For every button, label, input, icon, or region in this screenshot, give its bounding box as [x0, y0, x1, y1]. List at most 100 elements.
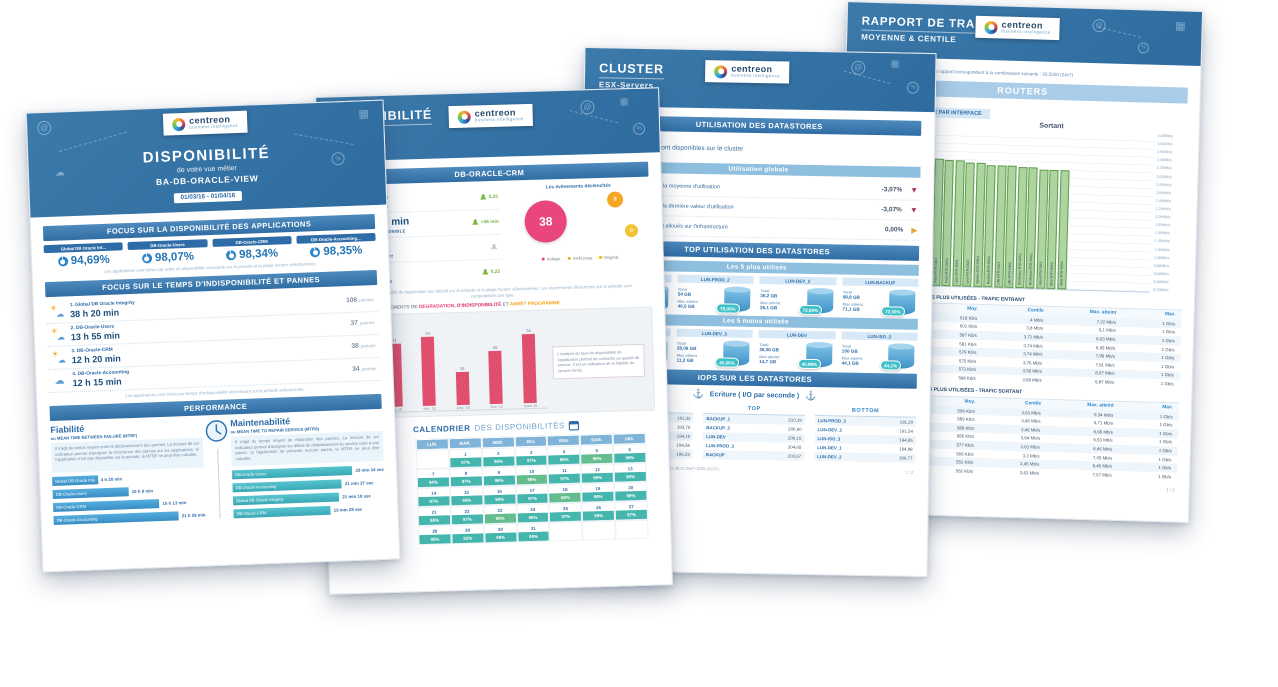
events-count: 37 — [350, 319, 358, 328]
availability-value: 98,34% — [238, 247, 279, 261]
app-availability-item: DB-Oracle-Accounting... 98,35% — [296, 232, 376, 259]
y-axis-tick: 1,60Mb/s — [1154, 231, 1171, 236]
calendar-availability-value: 97% — [516, 493, 548, 504]
datastore-detail: Total 100 GB Max atteint 44,1 GB 44,1% — [841, 342, 918, 371]
calendar-availability-value: 97% — [550, 511, 582, 522]
datastore-cylinder-icon: 40,89% — [797, 342, 832, 370]
event-bar — [488, 350, 504, 404]
calendar-cell: 8 97% — [449, 467, 483, 488]
iops-value: 210,19 — [788, 417, 802, 423]
iops-title: Ecriture ( I/O par seconde ) — [709, 391, 800, 400]
mtrs-bar-value: 21 min 18 sec — [342, 493, 372, 500]
calendar-cell: 12 99% — [580, 464, 615, 484]
event-bar-column: 34 déc. 15 — [421, 320, 437, 411]
bar-value-label: 31 — [391, 337, 397, 343]
calendar-cell: 24 96% — [516, 503, 550, 524]
iops-value: 191,32 — [676, 415, 691, 421]
page2-body: DB-ORACLE-CRM ☀☁ 98,34%DISPONIBILITÉ 0,2… — [318, 152, 671, 556]
usage-badge: 75,00% — [715, 303, 740, 314]
calendar-availability-value: 98% — [548, 455, 580, 465]
calendar-availability-value: 96% — [549, 492, 581, 503]
usage-delta: -3,07% — [881, 206, 902, 214]
event-bar — [522, 333, 538, 404]
app-availability-item: Global DB Oracle Int... 94,69% — [43, 242, 124, 268]
percent-icon: % — [906, 81, 920, 94]
bar-month-label: déc. 15 — [423, 406, 436, 412]
events-bubbles: 38 0 0 — [508, 188, 651, 256]
performance-block: Fiabilité ou MEAN TIME BETWEEN FAILURE (… — [50, 413, 386, 529]
calendar-availability-value: 95% — [419, 534, 451, 545]
y-axis-tick: 3,00Mb/s — [1156, 174, 1172, 179]
at-icon: @ — [37, 120, 52, 136]
iops-value: 194,95 — [899, 437, 913, 443]
interface-name-label: Nice-RTR-Gi0/1 — [1038, 261, 1044, 286]
iops-value: 196,77 — [898, 455, 913, 461]
mtbf-bars: Global DB Oracle Integrity 4 h 20 min DB… — [52, 472, 206, 526]
calendar-cell: 23 99% — [483, 504, 517, 525]
calendar-cell: 20 99% — [614, 482, 648, 503]
calendar-cell: 29 93% — [450, 524, 485, 545]
calendar-availability-value: 97% — [451, 514, 483, 525]
cloud-icon: ☁ — [55, 309, 65, 319]
calendar-availability-value: 97% — [450, 457, 482, 468]
cell-max-reached: 6,87 Mb/s — [1094, 379, 1115, 385]
mtbf-bar-label: DB-Oracle-Accounting — [56, 516, 98, 524]
y-axis-tick: 3,80Mb/s — [1157, 141, 1173, 147]
datastore-name: LUN-ISO_3 — [841, 331, 918, 341]
grid-icon: ▦ — [890, 58, 900, 69]
performance-divider — [202, 419, 234, 524]
mtrs-bar-label: Global DB Oracle Integrity — [235, 496, 284, 504]
events-suffix: pannes — [360, 343, 376, 349]
datastore-name: LUN-DEV_2 — [817, 427, 843, 433]
calendar-availability-value — [417, 454, 448, 459]
iops-value: 196,23 — [676, 451, 690, 457]
calendar-cell: 17 97% — [515, 484, 550, 505]
usage-badge: 40,00% — [715, 357, 739, 368]
downtime-events: 38 pannes — [351, 342, 375, 350]
calendar-title-rest: DES DISPONIBILITÉS — [474, 421, 565, 433]
total-value: 28,06 GB — [676, 345, 697, 351]
legend-dot-icon — [541, 257, 545, 261]
centreon-logo: centreon business intelligence — [162, 110, 248, 136]
app-name: DB-Oracle-CRM — [211, 236, 292, 247]
y-axis-tick: 2,00Mb/s — [1155, 214, 1171, 220]
heading-degradation: DÉGRADATION, — [418, 304, 456, 311]
bubble-unavailability: 38 — [524, 199, 568, 244]
weather-sun-cloud-icon: ☀☁ — [50, 303, 65, 319]
calendar-cell: 14 97% — [417, 487, 451, 508]
y-axis-tick: 0,60Mb/s — [1153, 271, 1169, 277]
availability-value: 98,35% — [323, 244, 363, 258]
iops-value: 191,54 — [899, 428, 913, 434]
datastore-name: BACKUP_1 — [706, 416, 731, 422]
datastore-name: LUN-DEV_2 — [817, 454, 842, 460]
app-value-row: 94,69% — [44, 253, 124, 268]
gauge-icon — [225, 250, 237, 261]
calendar-cell: 31 99% — [516, 522, 551, 543]
calendar-cell: 5 99% — [580, 445, 614, 465]
traffic-bar-out: Metz-RTR-Gi0/1 — [1056, 169, 1070, 290]
datastore-detail: Total 98,8 GB Max atteint 71,1 GB 72,00% — [841, 288, 918, 317]
crane-icon: ⚓ — [805, 390, 817, 402]
calendar-availability-value: 97% — [450, 476, 482, 487]
mtbf-bar-value: 10 h 9 min — [131, 488, 154, 495]
calendar-cell: 7 94% — [416, 468, 450, 489]
usage-delta: 0,00% — [884, 226, 904, 234]
calendar-availability-value: 96% — [517, 512, 549, 523]
datastore-name: LUN-PROD_2 — [677, 274, 754, 284]
kpi-delta-value: +48 min — [480, 219, 499, 225]
heading-planned-stop: ARRÊT PROGRAMMÉ — [509, 301, 561, 308]
calendar-cell: 1 97% — [448, 448, 483, 469]
events-block: Les événements déclenchés 38 0 0 Indispo… — [508, 181, 652, 284]
y-axis-tick: 0,20Mb/s — [1153, 287, 1169, 293]
calendar-cell: 4 98% — [547, 445, 581, 466]
mtrs-bar-label: DB-Oracle-CRM — [236, 510, 267, 517]
mtbf-bar: DB-Oracle-CRM — [53, 499, 160, 513]
calendar-availability-value: 97% — [615, 510, 648, 521]
calendar-availability-value: 99% — [517, 531, 550, 542]
gauge-icon — [310, 247, 321, 258]
bubble-planned-stop: 0 — [606, 191, 624, 208]
gauge-icon — [141, 253, 153, 264]
calendar-availability-value: 97% — [418, 496, 450, 507]
total-value: 100 GB — [841, 348, 858, 354]
